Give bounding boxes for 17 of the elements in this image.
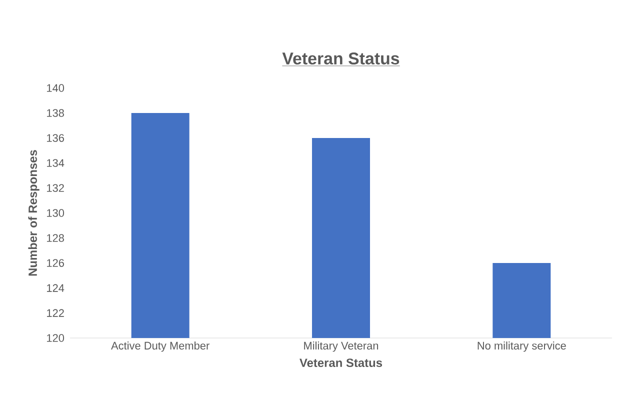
chart-title: Veteran Status bbox=[282, 52, 400, 65]
y-tick-label: 136 bbox=[47, 134, 64, 142]
x-tick-label: Military Veteran bbox=[304, 342, 378, 352]
y-tick-label: 120 bbox=[47, 334, 64, 342]
y-axis-title: Number of Responses bbox=[28, 150, 40, 276]
y-tick-label: 130 bbox=[47, 209, 64, 217]
y-tick-label: 126 bbox=[47, 259, 64, 267]
x-tick-label: No military service bbox=[478, 342, 566, 352]
y-tick-label: 122 bbox=[47, 309, 64, 317]
y-tick-label: 138 bbox=[47, 109, 64, 117]
y-tick-label: 124 bbox=[47, 284, 64, 292]
y-tick-label: 134 bbox=[47, 159, 64, 167]
y-tick-label: 132 bbox=[47, 184, 64, 192]
y-tick-label: 140 bbox=[47, 84, 64, 92]
y-tick-label: 128 bbox=[47, 234, 64, 242]
x-tick-label: Active Duty Member bbox=[111, 342, 210, 352]
x-axis-title: Veteran Status bbox=[300, 358, 382, 368]
